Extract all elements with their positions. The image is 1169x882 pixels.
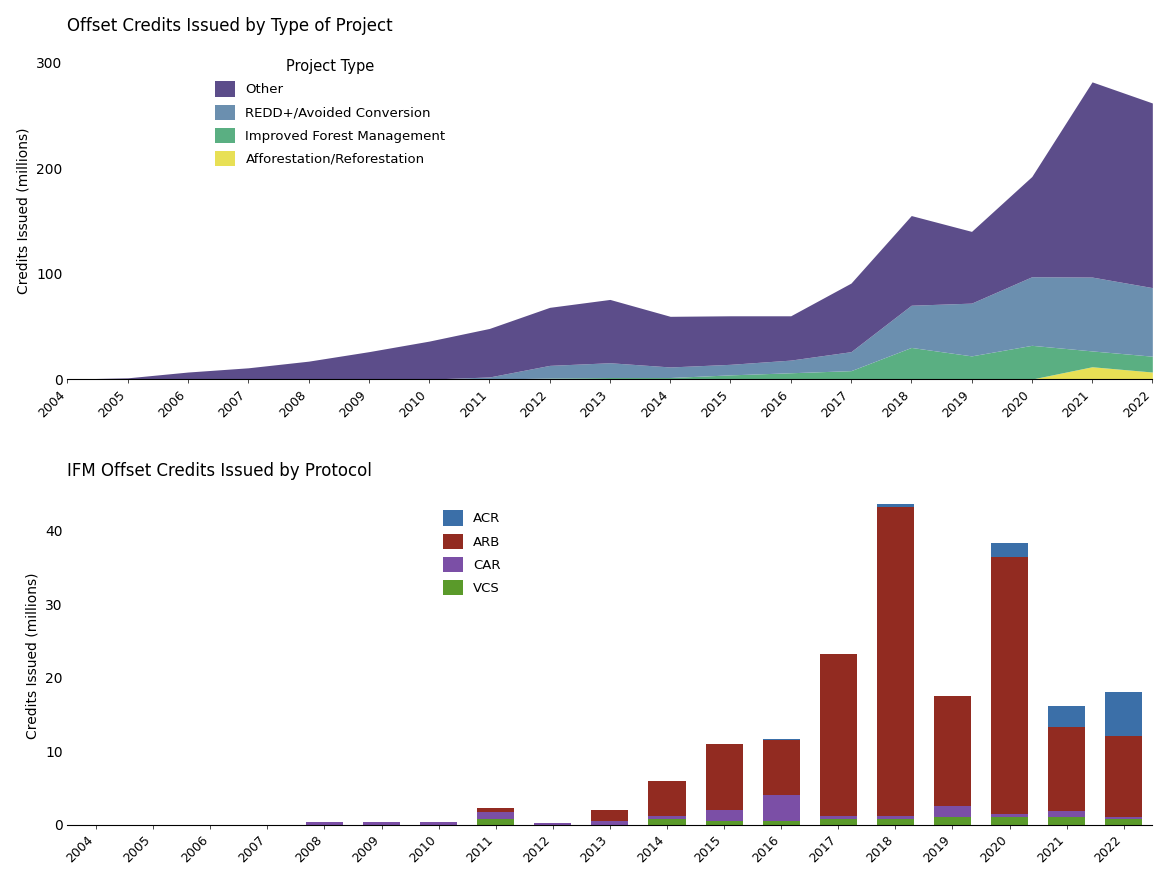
Bar	[991, 814, 1029, 818]
Bar	[592, 810, 629, 821]
Bar	[934, 818, 971, 825]
Bar	[991, 542, 1029, 557]
Bar	[649, 819, 685, 825]
Legend: Other, REDD+/Avoided Conversion, Improved Forest Management, Afforestation/Refor: Other, REDD+/Avoided Conversion, Improve…	[215, 58, 445, 166]
Text: IFM Offset Credits Issued by Protocol: IFM Offset Credits Issued by Protocol	[68, 462, 373, 480]
Bar	[877, 507, 914, 816]
Bar	[477, 819, 514, 825]
Bar	[934, 696, 971, 806]
Bar	[1049, 811, 1085, 818]
Bar	[534, 823, 572, 825]
Bar	[1105, 736, 1142, 817]
Bar	[877, 818, 914, 825]
Bar	[1105, 691, 1142, 736]
Bar	[420, 822, 457, 825]
Bar	[706, 810, 742, 821]
Bar	[1049, 706, 1085, 727]
Bar	[819, 819, 857, 825]
Bar	[1105, 819, 1142, 825]
Bar	[762, 739, 800, 740]
Bar	[306, 822, 343, 825]
Bar	[819, 816, 857, 819]
Bar	[991, 818, 1029, 825]
Bar	[819, 654, 857, 816]
Bar	[991, 557, 1029, 814]
Y-axis label: Credits Issued (millions): Credits Issued (millions)	[16, 127, 30, 294]
Bar	[1105, 817, 1142, 819]
Bar	[477, 809, 514, 812]
Bar	[762, 821, 800, 825]
Legend: ACR, ARB, CAR, VCS: ACR, ARB, CAR, VCS	[443, 511, 500, 595]
Bar	[1049, 727, 1085, 811]
Bar	[934, 806, 971, 818]
Bar	[877, 816, 914, 818]
Bar	[592, 821, 629, 825]
Bar	[762, 740, 800, 796]
Text: Offset Credits Issued by Type of Project: Offset Credits Issued by Type of Project	[68, 17, 393, 34]
Bar	[649, 816, 685, 819]
Bar	[762, 796, 800, 821]
Bar	[649, 781, 685, 816]
Y-axis label: Credits Issued (millions): Credits Issued (millions)	[26, 572, 40, 739]
Bar	[706, 744, 742, 810]
Bar	[1049, 818, 1085, 825]
Bar	[362, 822, 400, 825]
Bar	[877, 504, 914, 507]
Bar	[477, 812, 514, 819]
Bar	[706, 821, 742, 825]
